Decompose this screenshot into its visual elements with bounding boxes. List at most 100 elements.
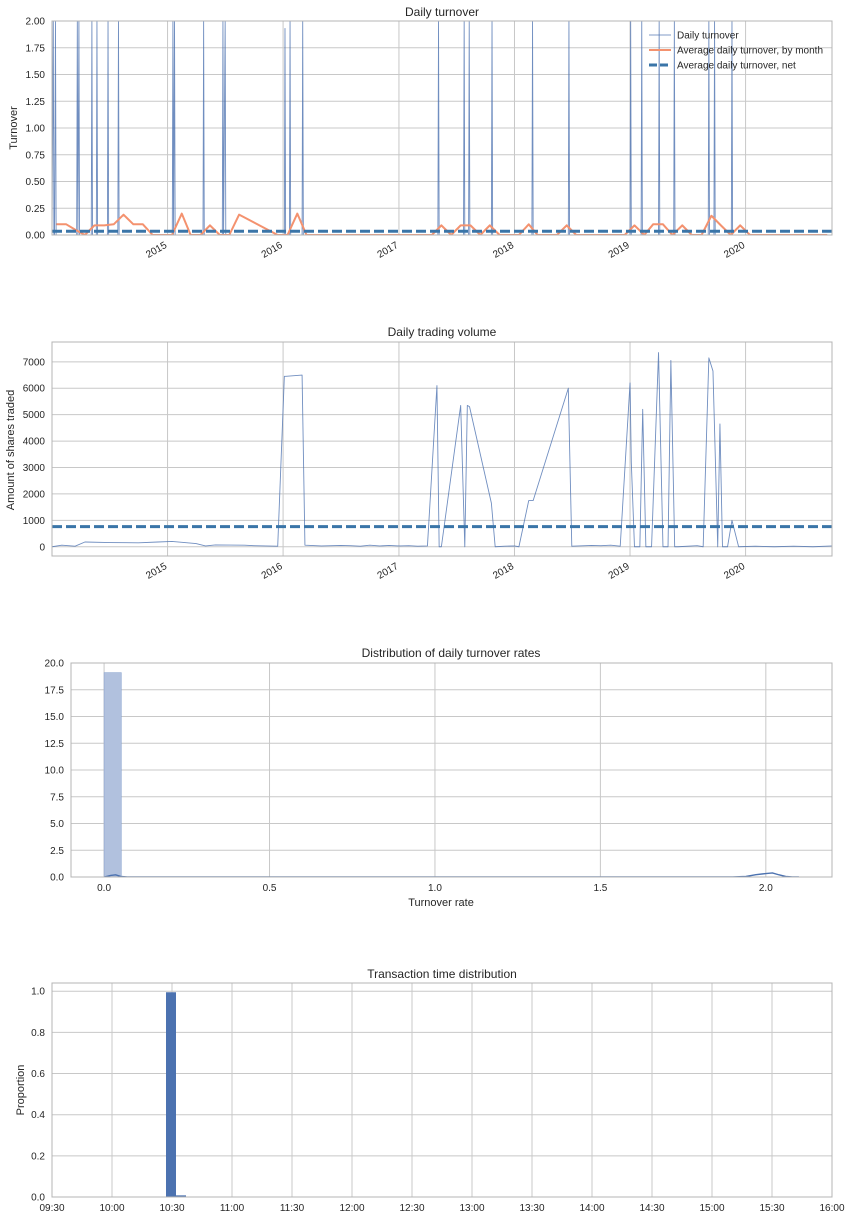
tick-labels: 0.00 0.25 0.50 0.75 1.00 1.25 1.50 1.75 2.00 2015… [26,17,748,261]
y-axis-label: Proportion [15,1065,27,1116]
x-tick-label: 2020 [722,561,747,582]
y-tick-label: 1.50 [26,70,46,81]
x-tick-label: 2016 [260,561,285,582]
x-tick-label: 0.0 [97,883,111,894]
x-tick-label: 10:30 [159,1203,184,1214]
monthly-average-line [56,212,828,235]
y-tick-label: 0.4 [31,1110,45,1121]
x-tick-label: 2019 [607,561,632,582]
legend-label-daily: Daily turnover [677,31,739,42]
y-tick-label: 10.0 [45,766,65,777]
y-tick-label: 6000 [23,384,46,395]
gridlines [52,342,832,556]
y-tick-label: 0.8 [31,1028,45,1039]
gridlines [71,663,832,877]
time-bar [166,992,176,1197]
y-tick-label: 0.25 [26,204,46,215]
x-tick-label: 2015 [144,240,169,261]
x-tick-label: 2018 [491,240,516,261]
y-tick-label: 1000 [23,516,46,527]
y-axis-label: Amount of shares traded [5,390,17,510]
y-tick-label: 7000 [23,357,46,368]
y-tick-label: 5.0 [50,819,64,830]
y-tick-label: 15.0 [45,712,65,723]
x-tick-label: 15:00 [699,1203,724,1214]
x-tick-label: 2017 [376,240,401,261]
y-tick-label: 0.0 [50,873,64,884]
plot-frame [51,341,833,557]
plot-area [52,983,832,1197]
x-tick-label: 2.0 [759,883,773,894]
daily-turnover-panel: 0.00 0.25 0.50 0.75 1.00 1.25 1.50 1.75 2.00 2015… [8,5,833,261]
x-tick-label: 14:00 [579,1203,604,1214]
x-tick-label: 15:30 [759,1203,784,1214]
y-tick-label: 4000 [23,437,46,448]
y-tick-label: 1.75 [26,43,46,54]
x-tick-label: 16:00 [819,1203,844,1214]
x-tick-label: 2015 [144,561,169,582]
y-tick-label: 1.00 [26,124,46,135]
series-marks [52,352,832,548]
y-tick-label: 2000 [23,489,46,500]
y-tick-label: 12.5 [45,739,65,750]
y-tick-label: 0.0 [31,1193,45,1204]
y-tick-label: 1.25 [26,97,46,108]
chart-title: Transaction time distribution [367,967,517,981]
daily-series-line [52,352,832,548]
y-tick-label: 2.5 [50,846,64,857]
legend-label-monthly: Average daily turnover, by month [677,46,823,57]
x-tick-label: 13:30 [519,1203,544,1214]
y-tick-label: 1.0 [31,987,45,998]
x-tick-label: 12:00 [339,1203,364,1214]
x-tick-label: 2017 [376,561,401,582]
x-tick-label: 12:30 [399,1203,424,1214]
x-tick-label: 1.0 [428,883,442,894]
y-tick-label: 3000 [23,463,46,474]
x-tick-label: 11:00 [220,1203,245,1214]
y-tick-label: 0 [39,542,45,553]
chart-title: Distribution of daily turnover rates [362,646,541,660]
x-tick-label: 14:30 [639,1203,664,1214]
plot-frame [51,20,833,236]
legend: Daily turnover Average daily turnover, b… [649,31,823,72]
y-tick-label: 0.50 [26,177,46,188]
plot-frame [51,982,833,1198]
chart-title: Daily turnover [405,5,479,19]
x-tick-label: 2019 [607,240,632,261]
legend-label-net: Average daily turnover, net [677,61,796,72]
x-tick-label: 2018 [491,561,516,582]
plot-frame [70,662,833,878]
series-marks [52,21,832,235]
y-tick-label: 2.00 [26,17,46,28]
chart-title: Daily trading volume [388,325,497,339]
x-tick-label: 2016 [260,240,285,261]
histogram-bar [103,672,122,877]
y-tick-label: 20.0 [45,659,65,670]
daily-series-line [52,21,832,235]
y-axis-label: Turnover [8,106,20,150]
x-tick-label: 0.5 [263,883,277,894]
x-tick-label: 09:30 [39,1203,64,1214]
y-tick-label: 7.5 [50,792,64,803]
x-tick-label: 10:00 [99,1203,124,1214]
y-tick-label: 0.2 [31,1151,45,1162]
gridlines [52,21,832,235]
daily-trading-volume-panel: 0 1000 2000 3000 4000 5000 6000 7000 2015 2016 201… [5,325,833,582]
y-tick-label: 0.6 [31,1069,45,1080]
tick-labels: 0.0 0.2 0.4 0.6 0.8 1.0 09:30 10:00 10:30 11:00 11… [31,987,845,1214]
y-tick-label: 0.75 [26,150,46,161]
y-tick-label: 0.00 [26,231,46,242]
x-tick-label: 1.5 [593,883,607,894]
x-tick-label: 11:30 [280,1203,305,1214]
tick-labels: 0.0 2.5 5.0 7.5 10.0 12.5 15.0 17.5 20.0 0.0 0.5 1.… [45,659,774,895]
turnover-distribution-panel: 0.0 2.5 5.0 7.5 10.0 12.5 15.0 17.5 20.0 0.0 0.5 1.… [45,646,833,909]
series-marks [103,672,799,877]
y-tick-label: 5000 [23,410,46,421]
x-axis-label: Turnover rate [408,897,474,909]
x-tick-label: 13:00 [459,1203,484,1214]
kde-line [103,872,799,877]
x-tick-label: 2020 [722,240,747,261]
series-marks [166,992,186,1197]
y-tick-label: 17.5 [45,685,65,696]
